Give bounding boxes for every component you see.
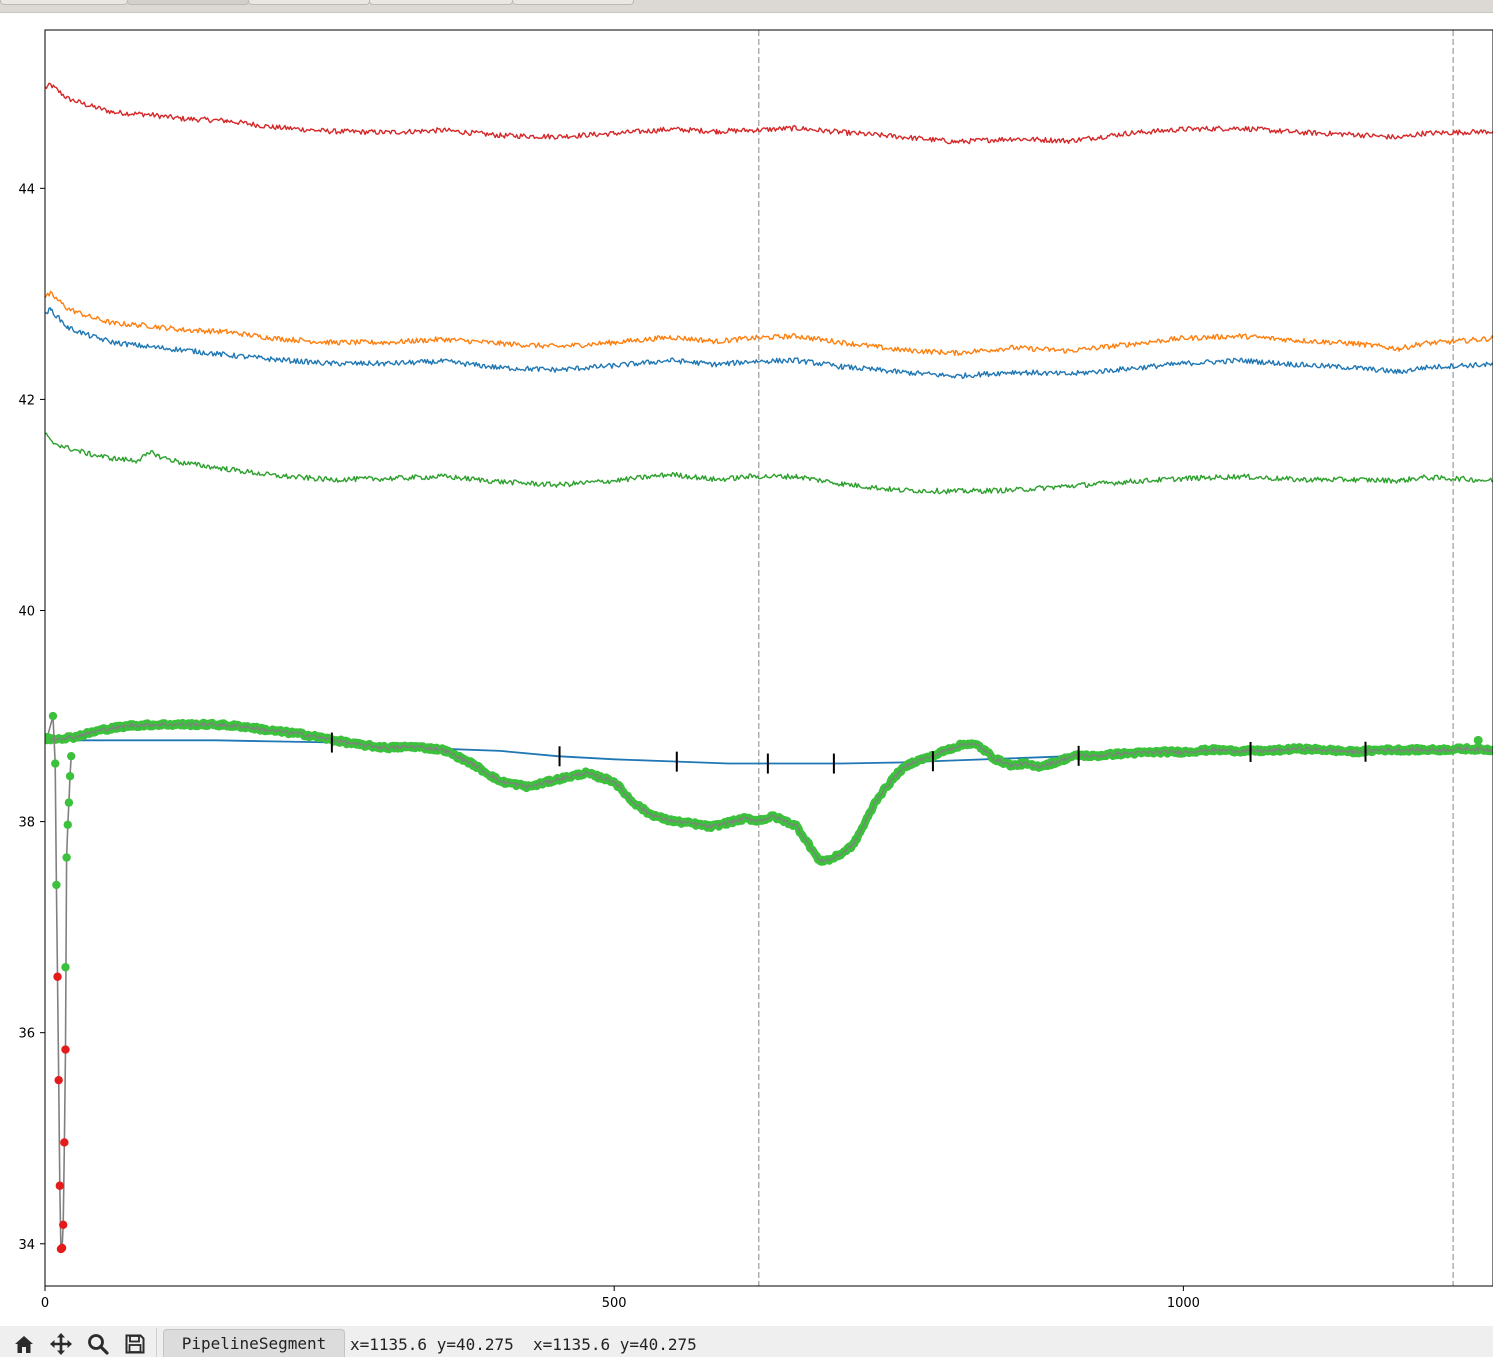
- x-tick-label: 1000: [1167, 1296, 1200, 1311]
- valid-point: [66, 751, 76, 761]
- window-tab-strip: [0, 0, 1493, 13]
- valid-point: [48, 711, 58, 721]
- window-tab[interactable]: [369, 0, 513, 5]
- home-icon: [15, 1336, 33, 1353]
- plot-area: [45, 30, 1493, 1286]
- window-tab[interactable]: [512, 0, 634, 5]
- sensor-trace-line: [45, 432, 1493, 495]
- y-tick-label: 38: [18, 816, 35, 831]
- valid-point: [45, 732, 52, 742]
- outlier-point: [60, 1138, 69, 1147]
- axes-frame: [44, 29, 1493, 1287]
- home-button[interactable]: [9, 1331, 39, 1357]
- zoom-icon: [88, 1334, 109, 1355]
- pipeline-segment-button[interactable]: PipelineSegment: [163, 1329, 345, 1357]
- cursor-coordinates: x=1135.6 y=40.275 x=1135.6 y=40.275: [350, 1335, 697, 1354]
- valid-point: [52, 880, 61, 890]
- navigation-toolbar: PipelineSegment x=1135.6 y=40.275 x=1135…: [0, 1326, 1493, 1357]
- measured-line: [45, 721, 1493, 863]
- valid-point: [64, 798, 74, 807]
- axes-background: [45, 30, 1493, 1286]
- window-tab[interactable]: [0, 0, 128, 5]
- plot-canvas[interactable]: 0 500 1000 34 36 38 40 42 44: [0, 12, 1493, 1324]
- outlier-point: [57, 1243, 67, 1253]
- valid-point: [61, 963, 70, 972]
- window-tab[interactable]: [127, 0, 249, 5]
- outlier-point: [53, 972, 62, 981]
- outlier-point: [59, 1220, 68, 1229]
- zoom-button[interactable]: [83, 1331, 113, 1357]
- valid-point: [63, 820, 72, 829]
- x-tick-label: 500: [602, 1296, 627, 1311]
- outlier-point: [54, 1075, 63, 1085]
- save-icon: [125, 1334, 145, 1354]
- sensor-trace-line: [45, 82, 1493, 145]
- valid-point: [65, 772, 75, 781]
- valid-point: [62, 853, 71, 862]
- valid-point: [51, 759, 60, 768]
- save-button[interactable]: [120, 1331, 150, 1357]
- toolbar-separator: [156, 1328, 157, 1357]
- y-tick-label: 40: [18, 605, 35, 620]
- window-tab[interactable]: [248, 0, 370, 5]
- y-tick-label: 36: [18, 1027, 35, 1042]
- measured-point: [1473, 735, 1483, 745]
- pan-button[interactable]: [46, 1331, 76, 1357]
- y-tick-label: 44: [18, 182, 35, 197]
- y-tick-label: 34: [18, 1238, 35, 1253]
- y-tick-label: 42: [18, 393, 35, 408]
- outlier-point: [55, 1181, 64, 1190]
- sensor-trace-line: [45, 307, 1493, 379]
- outlier-point: [61, 1045, 70, 1054]
- sensor-trace-line: [45, 290, 1493, 356]
- x-tick-label: 0: [41, 1296, 49, 1311]
- pan-icon: [50, 1333, 72, 1355]
